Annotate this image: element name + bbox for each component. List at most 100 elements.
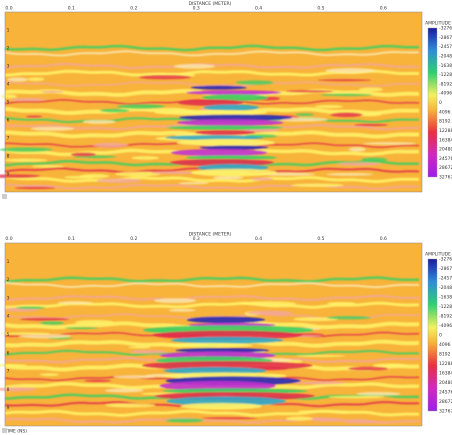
y-tick-label: 7 — [7, 136, 10, 142]
y-tick-label: 4 — [7, 82, 10, 88]
streak — [320, 93, 373, 96]
streak — [325, 68, 376, 74]
colorbar-label: 0 — [439, 333, 442, 339]
streak — [363, 142, 417, 145]
anomaly — [176, 138, 275, 147]
streak — [150, 171, 202, 175]
colorbar-label: -28672 — [439, 35, 452, 41]
scroll-marker — [2, 194, 7, 199]
streak — [342, 420, 388, 424]
y-tick-label: 3 — [7, 295, 10, 301]
anomaly — [199, 145, 269, 150]
streak — [70, 152, 97, 157]
anomaly — [202, 94, 269, 101]
anomaly — [185, 155, 277, 160]
streak — [235, 80, 274, 85]
reflection-band — [4, 417, 420, 424]
colorbar-label: -16384 — [439, 295, 452, 301]
streak — [291, 183, 345, 188]
streak — [40, 90, 64, 93]
streak — [79, 173, 110, 179]
colorbar-label: 32767 — [439, 175, 452, 181]
y-tick-label: 4 — [7, 314, 10, 320]
streak — [358, 87, 384, 92]
streak — [2, 158, 48, 162]
colorbar-label: -28672 — [439, 266, 452, 272]
streak — [168, 308, 196, 312]
streak — [92, 142, 129, 148]
y-tick-label: 1 — [7, 28, 10, 34]
plot-frame — [4, 242, 423, 427]
x-tick-label: 0.5 — [317, 6, 324, 12]
anomaly — [171, 336, 284, 344]
colorbar-label: 4096 — [439, 342, 451, 348]
radargram-image — [0, 276, 420, 424]
anomaly — [203, 104, 260, 111]
anomaly — [170, 149, 268, 157]
anomaly — [191, 168, 278, 177]
streak — [348, 366, 389, 371]
x-tick-label: 0.1 — [68, 6, 75, 12]
plot-frame — [4, 11, 423, 193]
anomaly — [180, 402, 262, 410]
colorbar — [427, 258, 438, 412]
anomaly — [195, 130, 256, 136]
streak — [201, 417, 258, 420]
reflection-band — [4, 409, 420, 417]
streak — [318, 79, 371, 82]
y-tick-label: 9 — [7, 172, 10, 178]
anomaly — [166, 396, 287, 406]
anomaly — [154, 109, 268, 116]
streak — [355, 112, 382, 117]
colorbar-label: -32768 — [439, 257, 452, 263]
streak — [15, 306, 46, 310]
reflection-band — [4, 294, 419, 301]
colorbar-label: -12288 — [439, 72, 452, 78]
streak — [104, 388, 144, 393]
anomaly — [177, 99, 244, 106]
colorbar-label: -8192 — [439, 314, 452, 320]
streak — [296, 354, 346, 358]
streak — [27, 77, 45, 82]
anomaly — [176, 119, 284, 127]
streak — [247, 310, 293, 316]
y-tick-label: 6 — [7, 118, 10, 124]
x-tick-label: 0.0 — [5, 6, 12, 12]
streak — [241, 301, 297, 306]
streak — [114, 171, 161, 177]
y-tick-label: 5 — [7, 332, 10, 338]
scroll-marker — [2, 428, 7, 433]
colorbar-label: 16384 — [439, 137, 452, 143]
colorbar-label: 4096 — [439, 109, 451, 115]
streak — [295, 113, 314, 116]
anomaly — [165, 135, 264, 141]
streak — [330, 112, 363, 118]
y-tick-label: 9 — [7, 405, 10, 411]
colorbar-label: 12288 — [439, 361, 452, 367]
anomaly — [166, 125, 283, 130]
anomaly — [162, 388, 308, 394]
streak — [18, 334, 71, 339]
x-axis-title: DISTANCE (METER) — [189, 232, 232, 238]
x-tick-label: 0.4 — [255, 236, 262, 242]
streak — [0, 332, 51, 335]
x-tick-label: 0.1 — [68, 236, 75, 242]
colorbar-label: -20480 — [439, 53, 452, 59]
streak — [30, 126, 75, 131]
streak — [7, 77, 29, 82]
anomaly — [190, 85, 247, 90]
colorbar-label: 32767 — [439, 409, 452, 415]
reflection-band — [4, 62, 420, 70]
x-tick-label: 0.3 — [193, 6, 200, 12]
streak — [0, 147, 53, 152]
reflection-band — [4, 50, 420, 57]
anomaly — [163, 367, 267, 375]
streak — [328, 395, 385, 399]
x-tick-label: 0.5 — [317, 236, 324, 242]
streak — [250, 177, 274, 181]
anomaly — [178, 114, 293, 121]
x-tick-label: 0.6 — [380, 6, 387, 12]
colorbar-label: 24576 — [439, 156, 452, 162]
colorbar-label: 24576 — [439, 390, 452, 396]
reflection-band — [4, 282, 420, 289]
